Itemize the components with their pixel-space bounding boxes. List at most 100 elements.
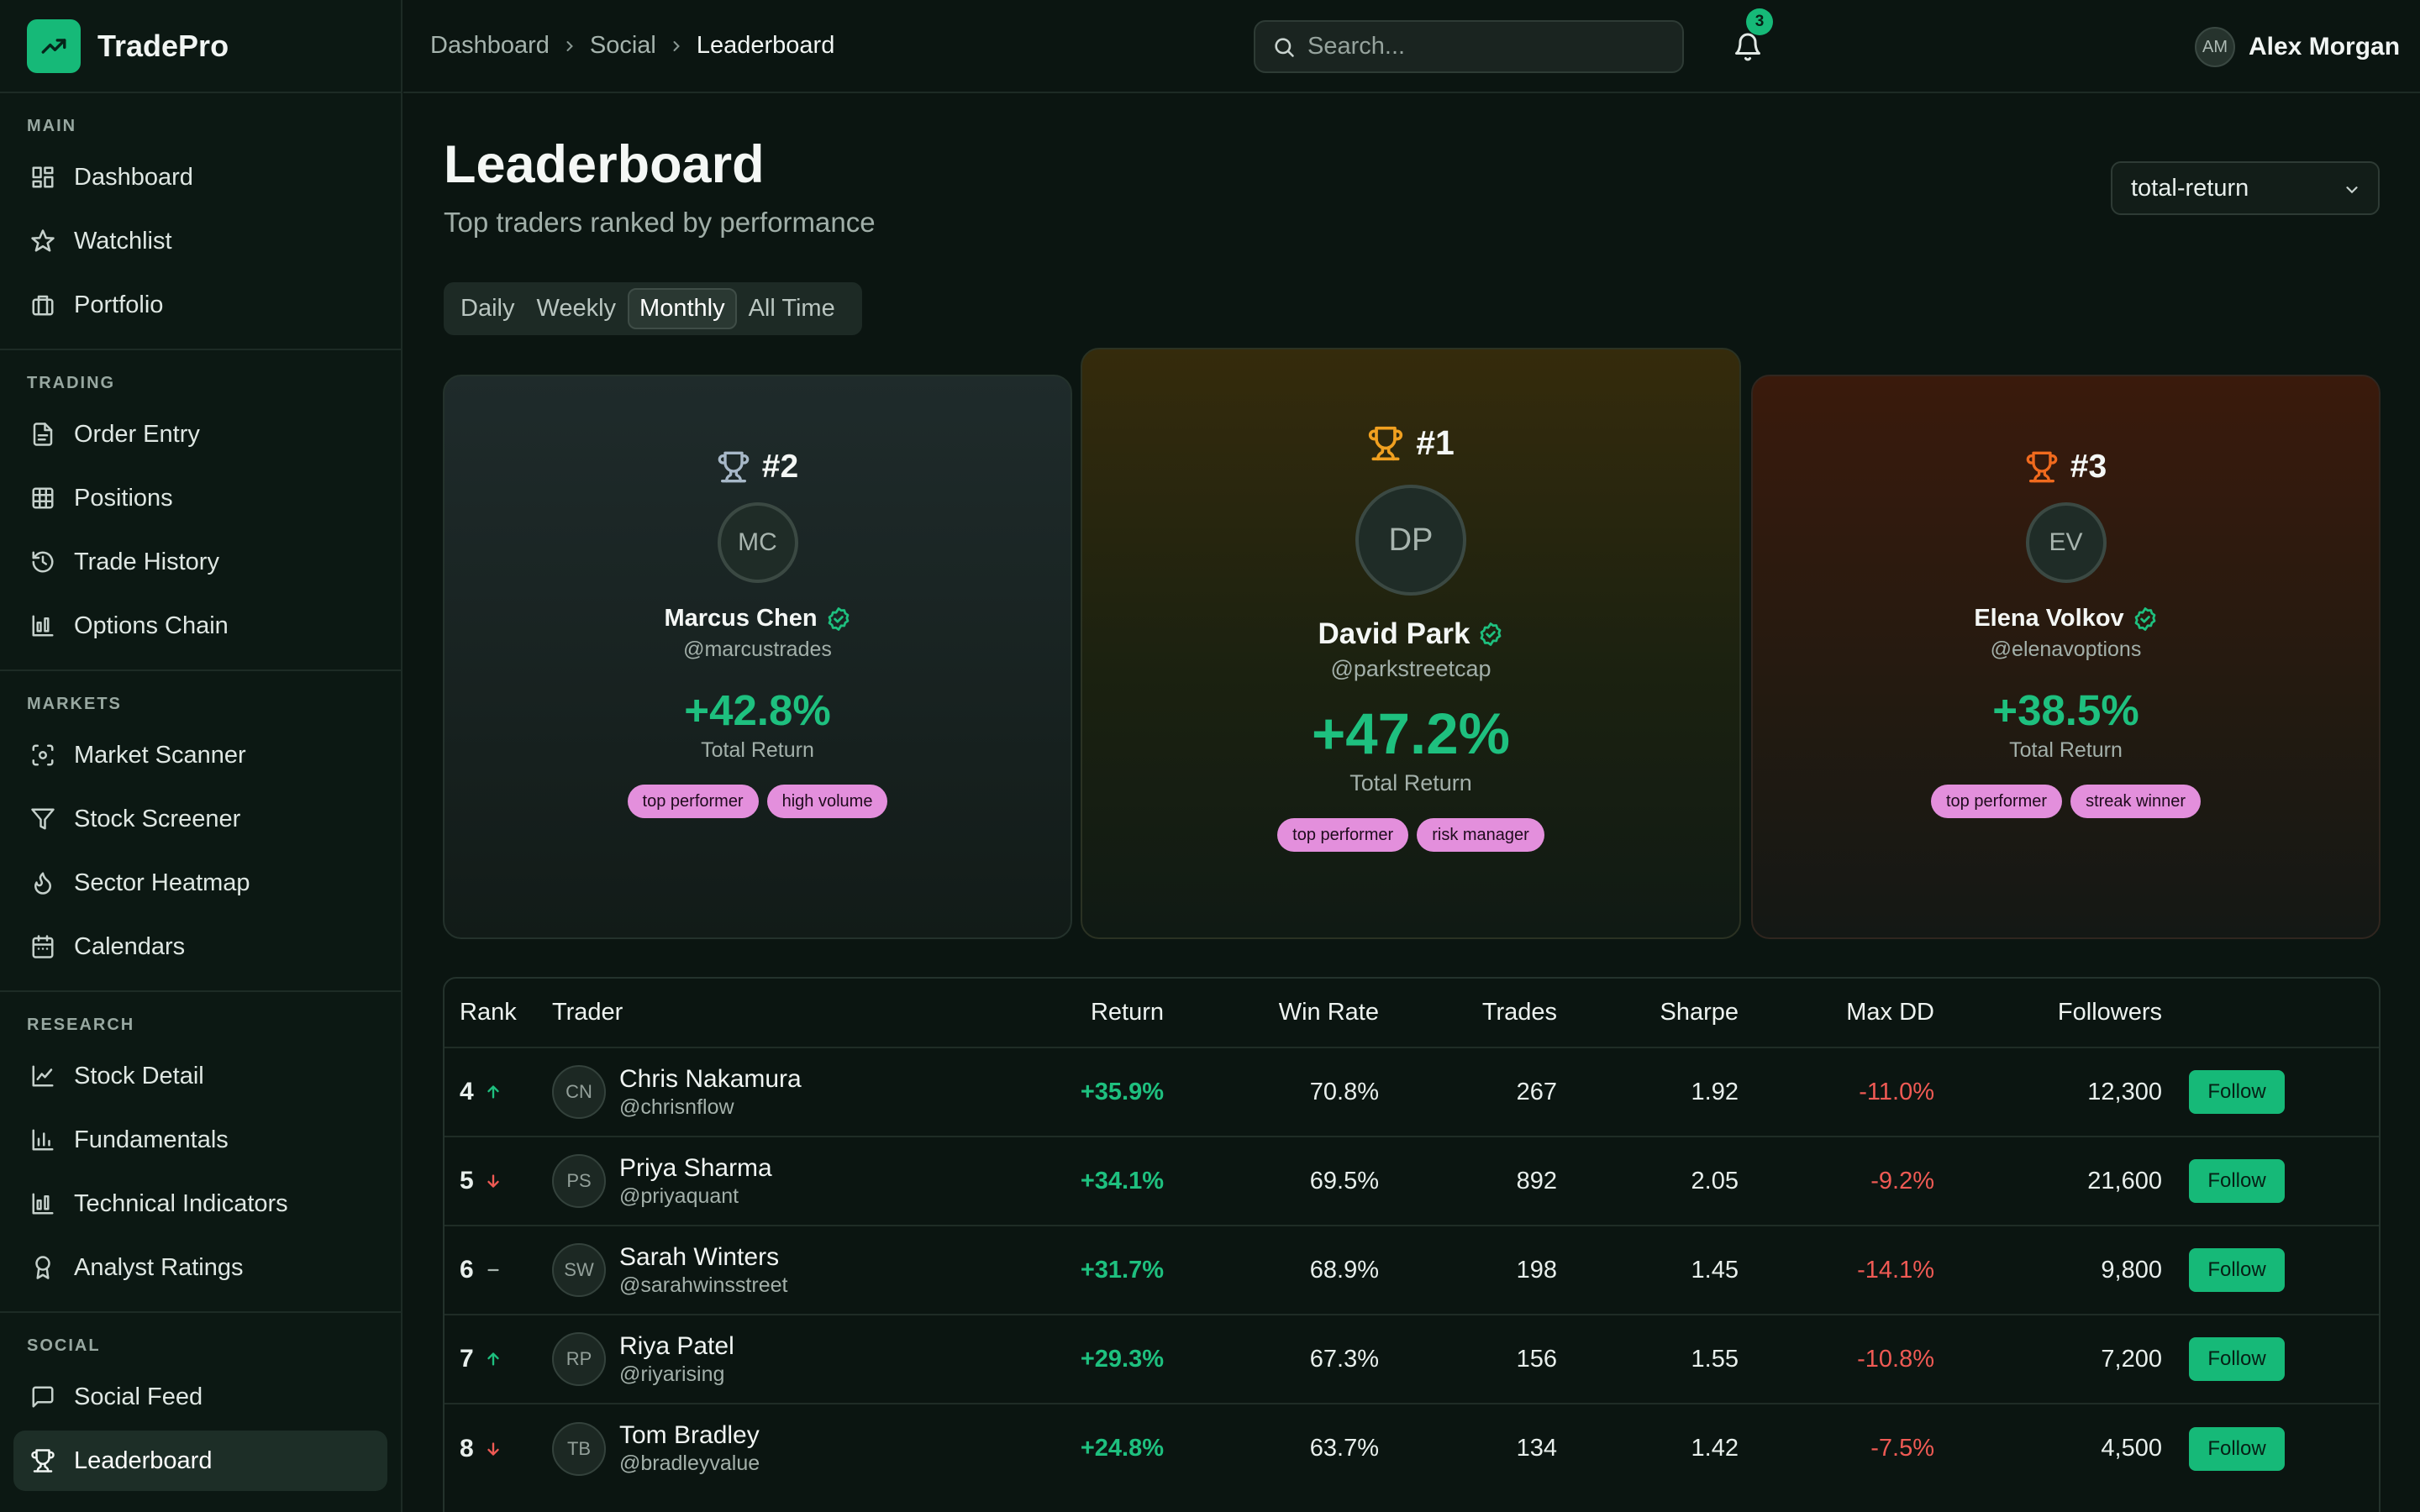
col-followers[interactable]: Followers [2057, 999, 2162, 1026]
follow-button[interactable]: Follow [2189, 1426, 2285, 1471]
sidebar-item-label: Dashboard [74, 163, 193, 191]
podium-card-third[interactable]: #3 EV Elena Volkov @elenavoptions +38.5% Tota… [1751, 375, 2381, 939]
sidebar-item-label: Trade History [74, 548, 219, 575]
sidebar-item-social-feed[interactable]: Social Feed [13, 1367, 387, 1427]
podium-card-second[interactable]: #2 MC Marcus Chen @marcustrades +42.8% Total … [443, 375, 1072, 939]
section-label: MARKETS [27, 694, 122, 713]
win-rate-value: 70.8% [1309, 1078, 1379, 1105]
rank-number: 7 [460, 1345, 474, 1373]
followers-value: 4,500 [2101, 1435, 2162, 1462]
sidebar-item-positions[interactable]: Positions [13, 468, 387, 528]
col-rank[interactable]: Rank [460, 999, 517, 1026]
nav-section-main: MAIN Dashboard Watchlist Portfolio [0, 93, 401, 335]
sidebar-item-analyst-ratings[interactable]: Analyst Ratings [13, 1237, 387, 1298]
col-max-dd[interactable]: Max DD [1846, 999, 1934, 1026]
trader-text: Priya Sharma @priyaquant [619, 1154, 772, 1209]
sidebar-item-stock-detail[interactable]: Stock Detail [13, 1046, 387, 1106]
action-cell: Follow [2162, 1137, 2379, 1226]
bell-icon[interactable] [1733, 32, 1763, 62]
trader-text: Chris Nakamura @chrisnflow [619, 1065, 802, 1120]
sidebar-item-technical-indicators[interactable]: Technical Indicators [13, 1173, 387, 1234]
breadcrumb-social[interactable]: Social [589, 32, 656, 59]
search-input[interactable] [1307, 33, 1660, 60]
sidebar-item-leaderboard[interactable]: Leaderboard [13, 1431, 387, 1491]
trader-info[interactable]: SW Sarah Winters @sarahwinsstreet [552, 1243, 1023, 1298]
sidebar-item-options-chain[interactable]: Options Chain [13, 596, 387, 656]
sidebar-item-calendars[interactable]: Calendars [13, 916, 387, 977]
followers-value: 12,300 [2087, 1078, 2162, 1105]
breadcrumb-leaderboard: Leaderboard [696, 32, 835, 59]
sidebar-item-label: Fundamentals [74, 1126, 229, 1153]
sidebar-item-label: Social Feed [74, 1383, 203, 1410]
sidebar-item-label: Positions [74, 484, 173, 512]
rank-number: 6 [460, 1256, 474, 1284]
max-dd-value: -7.5% [1870, 1435, 1934, 1462]
table-row[interactable]: 8 TB Tom Bradley @bradleyvalue +24.8% 63.7% 13… [445, 1404, 2379, 1493]
follow-button[interactable]: Follow [2189, 1337, 2285, 1381]
breadcrumb: Dashboard Social Leaderboard [403, 32, 834, 60]
sidebar-item-sector-heatmap[interactable]: Sector Heatmap [13, 853, 387, 913]
table-row[interactable]: 7 RP Riya Patel @riyarising +29.3% 67.3% 156 1.… [445, 1315, 2379, 1404]
trader-cell: RP Riya Patel @riyarising [552, 1315, 1023, 1404]
col-trades[interactable]: Trades [1481, 999, 1557, 1026]
col-trader[interactable]: Trader [552, 999, 623, 1026]
scan-icon [30, 743, 55, 768]
verified-icon [1478, 622, 1503, 647]
follow-button[interactable]: Follow [2189, 1248, 2285, 1292]
sidebar-item-portfolio[interactable]: Portfolio [13, 275, 387, 335]
sidebar-item-stock-screener[interactable]: Stock Screener [13, 789, 387, 849]
sidebar-item-dashboard[interactable]: Dashboard [13, 147, 387, 207]
sidebar-item-watchlist[interactable]: Watchlist [13, 211, 387, 271]
avatar: DP [1355, 485, 1466, 596]
podium-card-first[interactable]: #1 DP David Park @parkstreetcap +47.2% Total … [1081, 348, 1741, 939]
tab-all-time[interactable]: All Time [748, 295, 835, 322]
search-icon [1275, 37, 1294, 57]
follow-button[interactable]: Follow [2189, 1159, 2285, 1203]
return-value: +24.8% [1080, 1435, 1164, 1462]
trader-handle: @priyaquant [619, 1184, 739, 1208]
badge-tag: streak winner [2070, 785, 2201, 818]
rank-cell: 8 [445, 1404, 552, 1493]
trader-info[interactable]: CN Chris Nakamura @chrisnflow [552, 1065, 1023, 1120]
sharpe-value: 1.45 [1691, 1256, 1739, 1284]
avatar: SW [552, 1243, 606, 1297]
podium-rank: #2 [717, 449, 798, 486]
tab-daily[interactable]: Daily [460, 295, 515, 322]
sort-select-value: total-return [2131, 174, 2249, 202]
tab-weekly[interactable]: Weekly [536, 295, 617, 322]
tab-monthly[interactable]: Monthly [628, 288, 737, 329]
sidebar-item-market-scanner[interactable]: Market Scanner [13, 725, 387, 785]
trader-name: Sarah Winters [619, 1242, 780, 1271]
brand[interactable]: TradePro [0, 0, 401, 93]
sidebar-item-order-entry[interactable]: Order Entry [13, 404, 387, 465]
sidebar-item-trade-history[interactable]: Trade History [13, 532, 387, 592]
table-row[interactable]: 6 SW Sarah Winters @sarahwinsstreet +31.7% 68… [445, 1226, 2379, 1315]
sharpe-value: 1.55 [1691, 1345, 1739, 1373]
rank-number: 8 [460, 1434, 474, 1462]
podium-rank: #3 [2025, 449, 2107, 486]
sidebar-item-label: Technical Indicators [74, 1189, 288, 1217]
sidebar: TradePro MAIN Dashboard Watchlist Portfolio… [0, 0, 402, 1512]
col-win-rate[interactable]: Win Rate [1278, 999, 1379, 1026]
table-row[interactable]: 5 PS Priya Sharma @priyaquant +34.1% 69.5% 892… [445, 1137, 2379, 1226]
trophy-icon [30, 1448, 55, 1473]
follow-button[interactable]: Follow [2189, 1070, 2285, 1114]
rank-cell-inner: 7 [460, 1345, 552, 1373]
trader-info[interactable]: PS Priya Sharma @priyaquant [552, 1154, 1023, 1209]
table-row[interactable]: 4 CN Chris Nakamura @chrisnflow +35.9% 70.8% 2… [445, 1047, 2379, 1137]
col-return[interactable]: Return [1090, 999, 1164, 1026]
sidebar-nav: MAIN Dashboard Watchlist Portfolio TRADING Or… [0, 93, 401, 1491]
trophy-icon [717, 450, 750, 484]
user-menu[interactable]: AM Alex Morgan [2195, 27, 2400, 67]
grid-icon [30, 165, 55, 190]
breadcrumb-dashboard[interactable]: Dashboard [430, 32, 550, 59]
search-box[interactable] [1254, 20, 1684, 73]
col-sharpe[interactable]: Sharpe [1660, 999, 1739, 1026]
sort-select[interactable]: total-return [2111, 161, 2380, 215]
trader-info[interactable]: TB Tom Bradley @bradleyvalue [552, 1421, 1023, 1476]
trader-text: Tom Bradley @bradleyvalue [619, 1421, 760, 1476]
sidebar-item-label: Calendars [74, 932, 186, 960]
trader-info[interactable]: RP Riya Patel @riyarising [552, 1332, 1023, 1387]
trader-handle: @parkstreetcap [1330, 656, 1491, 681]
sidebar-item-fundamentals[interactable]: Fundamentals [13, 1110, 387, 1170]
